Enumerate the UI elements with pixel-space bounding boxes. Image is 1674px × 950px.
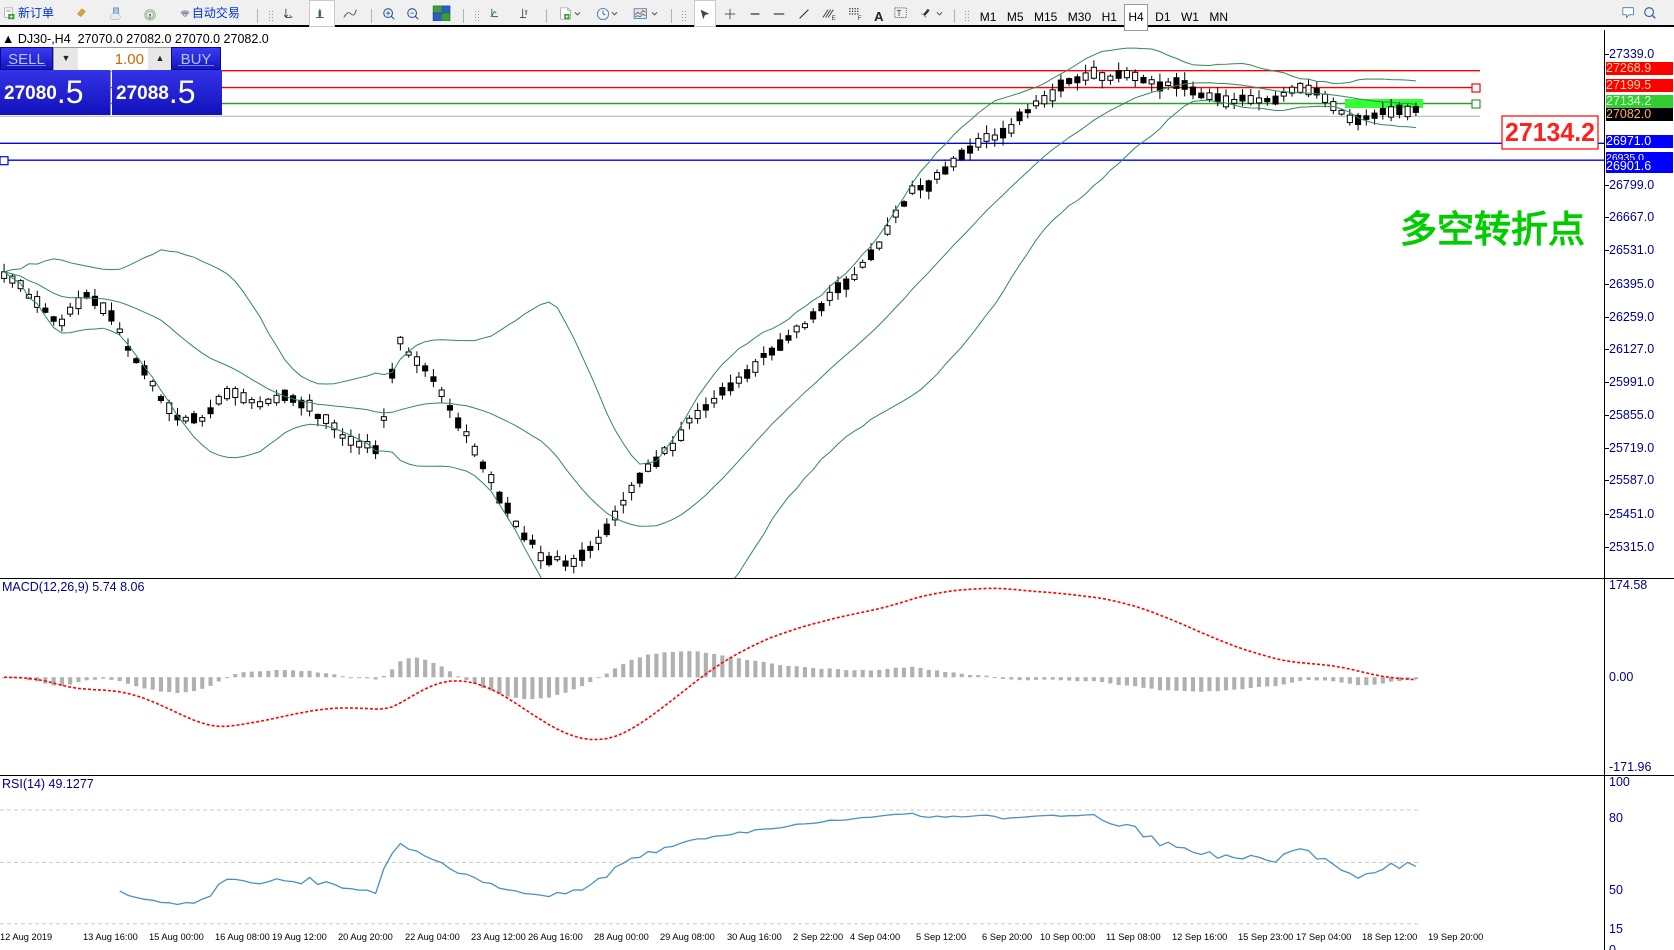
svg-text:E: E bbox=[832, 15, 836, 21]
svg-text:T: T bbox=[897, 8, 902, 17]
svg-text:多空转折点: 多空转折点 bbox=[1400, 209, 1585, 251]
svg-text:F: F bbox=[857, 15, 861, 21]
svg-text:27134.2: 27134.2 bbox=[1505, 117, 1595, 147]
